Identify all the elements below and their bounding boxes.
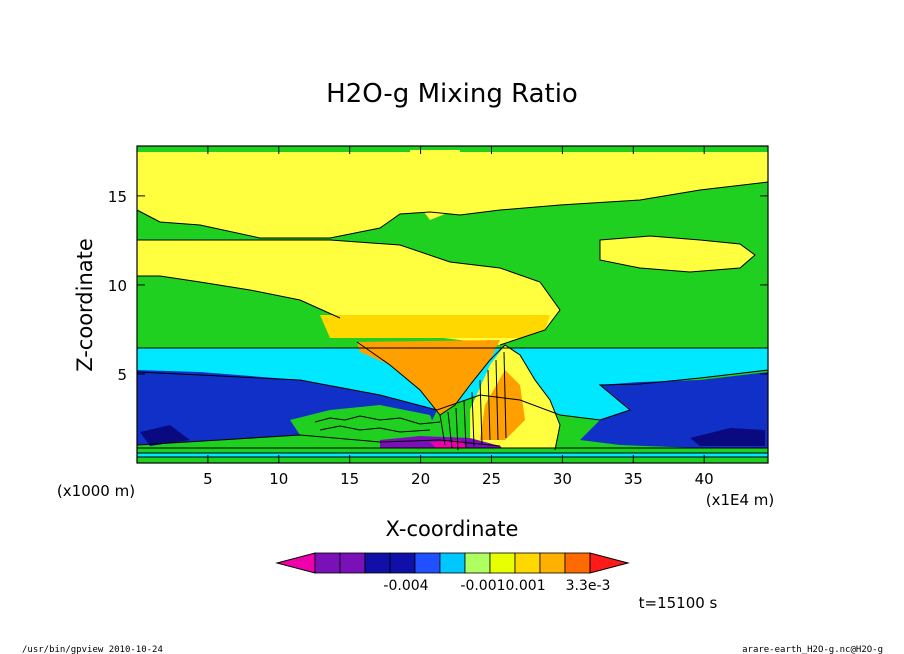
colorbar-label-1: -0.004: [383, 578, 428, 594]
x-unit-left: (x1000 m): [57, 482, 135, 500]
y-axis-label: Z-coordinate: [73, 238, 97, 372]
x-axis-label: X-coordinate: [386, 517, 519, 541]
x-unit-right: (x1E4 m): [706, 491, 775, 509]
colorbar-label-2: -0.0010.001: [460, 578, 545, 594]
x-tick-label: 5: [203, 470, 213, 488]
turbulent-contours: [314, 351, 507, 451]
band-orange-funnel: [357, 340, 500, 415]
x-tick-label: 40: [695, 470, 714, 488]
band-orange-plume: [480, 370, 525, 440]
band-cyan-surface: [137, 453, 768, 457]
y-tick-label: 5: [117, 366, 127, 384]
colorbar-swatch: [364, 552, 391, 574]
band-green-lower: [290, 405, 440, 442]
colorbar-swatch: [414, 552, 441, 574]
colorbar-swatch: [314, 552, 341, 574]
x-tick-label: 10: [269, 470, 288, 488]
plot-frame: [136, 145, 769, 464]
x-tick-label: 30: [553, 470, 572, 488]
contour-field: [137, 146, 768, 463]
y-tick-label: 10: [108, 277, 127, 295]
band-green-top-strip: [137, 146, 768, 152]
footer-right: arare-earth_H2O-g.nc@H2O-g: [742, 645, 883, 654]
colorbar-swatch: [539, 552, 566, 574]
footer-left: /usr/bin/gpview 2010-10-24: [22, 645, 163, 654]
colorbar-swatch: [489, 552, 516, 574]
band-navy-right: [690, 428, 765, 446]
colorbar-swatch: [389, 552, 416, 574]
x-tick-label: 35: [624, 470, 643, 488]
x-tick-label: 15: [340, 470, 359, 488]
band-yellow-tongue: [410, 150, 460, 220]
band-green-surface: [137, 448, 768, 453]
colorbar-under-arrow: [275, 552, 316, 574]
time-label: t=15100 s: [639, 594, 718, 612]
x-tick-label: 20: [411, 470, 430, 488]
colorbar-swatch: [339, 552, 366, 574]
colorbar-swatch: [514, 552, 541, 574]
colorbar-over-arrow: [589, 552, 630, 574]
x-axis: 5 10 15 20 25 30 35 40: [203, 146, 714, 488]
x-tick-label: 25: [482, 470, 501, 488]
colorbar: [275, 552, 630, 574]
band-yellow-island: [600, 236, 755, 272]
colorbar-swatch: [464, 552, 491, 574]
band-green-bottom: [137, 457, 768, 463]
band-gold: [320, 315, 550, 338]
y-tick-label: 15: [108, 188, 127, 206]
y-axis: 5 10 15: [108, 188, 768, 384]
chart-title: H2O-g Mixing Ratio: [326, 79, 578, 109]
band-navy-left: [140, 425, 190, 446]
colorbar-swatch: [439, 552, 466, 574]
colorbar-label-3: 3.3e-3: [566, 578, 611, 594]
colorbar-swatch: [564, 552, 591, 574]
